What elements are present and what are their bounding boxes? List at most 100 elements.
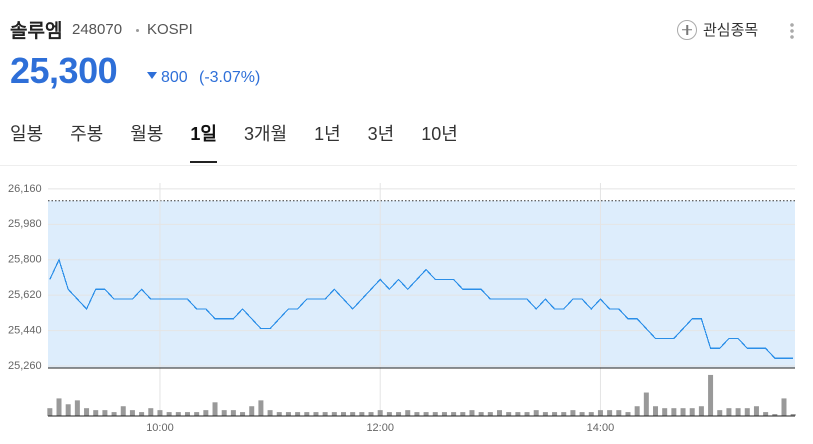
volume-bar <box>497 410 503 416</box>
volume-bar <box>607 410 613 416</box>
volume-bar <box>194 412 200 416</box>
volume-bar <box>267 410 273 416</box>
volume-bar <box>304 412 310 416</box>
volume-bar <box>533 410 539 416</box>
volume-bar <box>74 400 80 416</box>
period-tab[interactable]: 일봉 <box>10 124 44 144</box>
stock-name: 솔루엠 <box>10 21 63 42</box>
volume-bar <box>377 410 383 416</box>
y-tick-label: 25,800 <box>8 254 42 266</box>
volume-bar <box>781 398 787 416</box>
volume-bar <box>203 410 209 416</box>
price: 25,300 <box>10 50 118 91</box>
volume-bar <box>542 412 548 416</box>
volume-bar <box>368 412 374 416</box>
volume-bar <box>350 412 356 416</box>
volume-bar <box>230 410 236 416</box>
volume-bar <box>93 410 99 416</box>
volume-bar <box>414 412 420 416</box>
volume-bar <box>313 412 319 416</box>
separator-dot <box>136 29 139 32</box>
volume-bar <box>65 404 71 416</box>
volume-bar <box>139 412 145 416</box>
market: KOSPI <box>147 21 193 38</box>
volume-bar <box>763 412 769 416</box>
volume-bar <box>735 408 741 416</box>
volume-bar <box>469 410 475 416</box>
volume-bar <box>552 412 558 416</box>
volume-bar <box>597 410 603 416</box>
volume-bar <box>258 400 264 416</box>
volume-bar <box>221 410 227 416</box>
down-arrow <box>147 72 157 79</box>
period-tab[interactable]: 주봉 <box>70 124 104 144</box>
y-tick-label: 25,260 <box>8 360 42 372</box>
volume-bar <box>634 406 640 416</box>
price-line <box>49 258 794 359</box>
watch-button[interactable]: 관심종목 <box>677 19 758 40</box>
volume-bar <box>625 412 631 416</box>
volume-bar <box>662 408 668 416</box>
more-menu[interactable] <box>790 22 794 40</box>
volume-bar <box>359 412 365 416</box>
volume-bar <box>84 408 90 416</box>
stock-code: 248070 <box>72 21 123 38</box>
x-tick-label: 12:00 <box>366 422 394 434</box>
volume-bar <box>708 374 714 416</box>
volume-bar <box>643 392 649 416</box>
volume-bar <box>340 412 346 416</box>
y-tick-label: 25,980 <box>8 218 42 230</box>
volume-bar <box>487 412 493 416</box>
watch-label: 관심종목 <box>703 22 759 39</box>
y-tick-label: 25,440 <box>8 325 42 337</box>
volume-bar <box>432 412 438 416</box>
volume-bar <box>56 398 62 416</box>
volume-bar <box>102 410 108 416</box>
volume-bar <box>405 410 411 416</box>
x-tick-label: 10:00 <box>146 422 174 434</box>
volume-bar <box>753 406 759 416</box>
volume-bar <box>249 406 255 416</box>
volume-bar <box>570 410 576 416</box>
volume-bar <box>331 412 337 416</box>
volume-bar <box>506 412 512 416</box>
volume-bar <box>616 410 622 416</box>
period-tab[interactable]: 3년 <box>367 124 395 144</box>
volume-bar <box>790 414 796 416</box>
price-change-pct: (-3.07%) <box>199 69 261 86</box>
period-tab[interactable]: 1년 <box>314 124 341 144</box>
volume-bar <box>561 412 567 416</box>
volume-bar <box>653 406 659 416</box>
y-tick-label: 25,620 <box>8 289 42 301</box>
volume-bar <box>524 412 530 416</box>
y-tick-label: 26,160 <box>8 183 42 195</box>
volume-bar <box>184 412 190 416</box>
volume-bar <box>478 412 484 416</box>
volume-bar <box>726 408 732 416</box>
period-tab[interactable]: 1일 <box>190 120 217 163</box>
volume-bar <box>386 412 392 416</box>
period-tab[interactable]: 월봉 <box>130 124 164 144</box>
period-tab[interactable]: 10년 <box>421 124 458 144</box>
volume-bar <box>423 412 429 416</box>
x-tick-label: 14:00 <box>587 422 615 434</box>
volume-bar <box>276 412 282 416</box>
prev-close-area <box>48 200 795 368</box>
volume-bar <box>166 412 172 416</box>
price-change: 800 <box>161 69 188 86</box>
volume-bar <box>460 412 466 416</box>
volume-bar <box>111 412 117 416</box>
volume-bar <box>129 410 135 416</box>
volume-bar <box>689 408 695 416</box>
period-tab[interactable]: 3개월 <box>243 124 288 144</box>
volume-bar <box>579 412 585 416</box>
volume-bar <box>148 408 154 416</box>
volume-bar <box>285 412 291 416</box>
volume-bar <box>441 412 447 416</box>
plus-icon <box>677 19 697 40</box>
volume-bar <box>680 408 686 416</box>
volume-bar <box>396 412 402 416</box>
volume-bar <box>212 402 218 416</box>
